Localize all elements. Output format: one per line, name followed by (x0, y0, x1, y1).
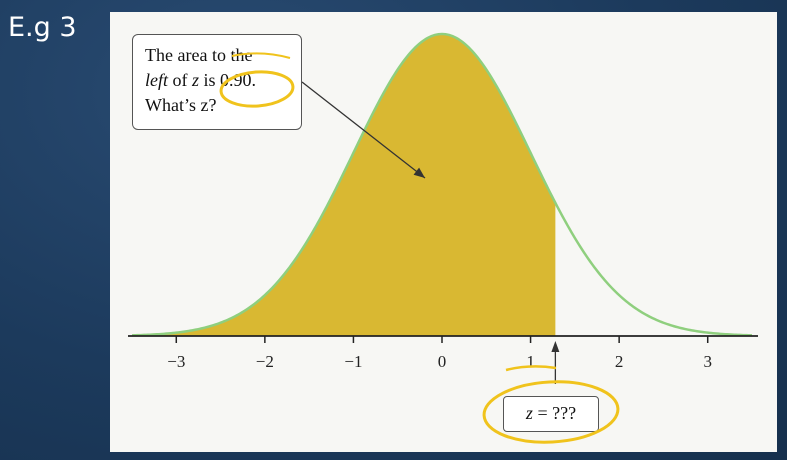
callout-line-1: The area to the (145, 45, 253, 65)
x-tick-label: −2 (256, 352, 274, 371)
callout-of: of (168, 70, 192, 90)
callout-pointer-line (301, 81, 426, 179)
normal-distribution-chart: −3 −2 −1 0 1 2 3 (128, 32, 758, 384)
z-pointer-arrowhead (551, 341, 560, 352)
question-callout: The area to the left of z is 0.90. What’… (132, 34, 302, 130)
callout-line-3: What’s z? (145, 95, 217, 115)
callout-z-var: z (192, 70, 200, 90)
x-tick-label: 0 (438, 352, 447, 371)
z-answer-var: z (525, 403, 533, 423)
callout-line-2: left of z is 0.90. (145, 68, 291, 93)
x-tick-label: −3 (167, 352, 185, 371)
z-answer-text: = ??? (532, 403, 577, 423)
z-answer-box: z = ??? (503, 396, 599, 432)
x-tick-label: 1 (526, 352, 535, 371)
callout-pointer-arrowhead (413, 167, 425, 178)
figure-panel: −3 −2 −1 0 1 2 3 The area to the left of z is … (110, 12, 777, 452)
density-curve (131, 32, 753, 337)
x-tick-label: 3 (703, 352, 712, 371)
callout-area-value: is 0.90. (199, 70, 257, 90)
shaded-area (132, 34, 556, 336)
slide-label: E.g 3 (8, 12, 77, 43)
x-tick-label: 2 (615, 352, 624, 371)
callout-left-word: left (145, 70, 168, 90)
x-tick-label: −1 (344, 352, 362, 371)
